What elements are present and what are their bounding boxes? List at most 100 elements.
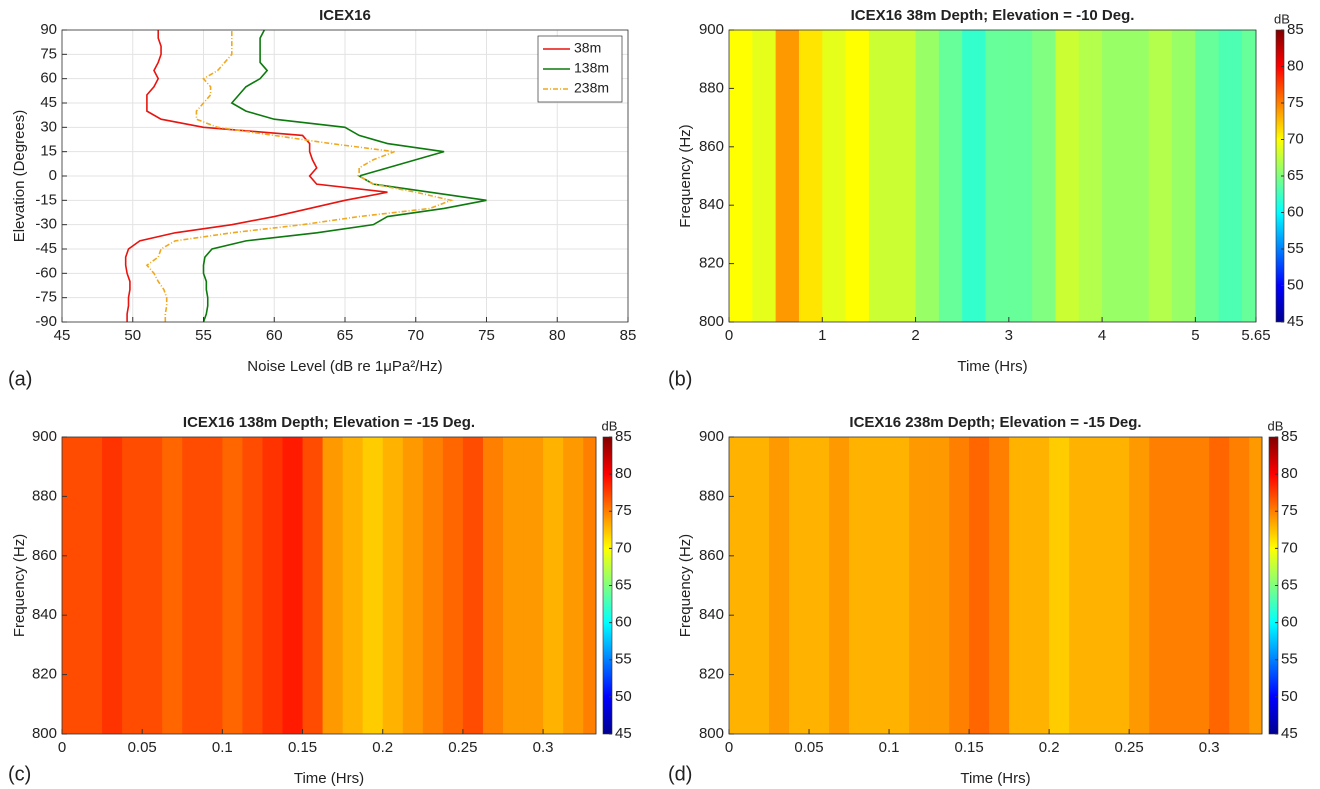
axes-box — [728, 29, 1257, 323]
heatmap-cell — [422, 437, 444, 734]
heatmap-cell — [342, 437, 364, 734]
heatmap-cell — [752, 30, 777, 322]
x-axis-label: Time (Hrs) — [294, 770, 364, 787]
legend-label: 238m — [574, 80, 609, 96]
heatmap-cell — [889, 437, 910, 734]
heatmap-cell — [845, 30, 870, 322]
heatmap-cell — [222, 437, 243, 734]
x-tick-label: 0.15 — [954, 739, 983, 756]
x-tick-label: 85 — [620, 327, 637, 344]
y-tick-label: -90 — [35, 313, 57, 330]
colorbar-tick-label: 55 — [1287, 240, 1304, 257]
heatmap-cell — [242, 437, 263, 734]
y-axis-label: Frequency (Hz) — [11, 534, 28, 637]
colorbar-tick-label: 85 — [1287, 21, 1304, 38]
y-tick-label: 860 — [699, 547, 724, 564]
chart-title: ICEX16 238m Depth; Elevation = -15 Deg. — [849, 414, 1141, 431]
y-tick-label: 860 — [699, 138, 724, 155]
heatmap-cell — [1129, 437, 1150, 734]
x-tick-label: 0.05 — [794, 739, 823, 756]
y-tick-label: 90 — [40, 21, 57, 38]
colorbar-tick-label: 45 — [1287, 313, 1304, 330]
y-tick-label: 900 — [32, 428, 57, 445]
x-axis-label: Noise Level (dB re 1μPa²/Hz) — [247, 358, 442, 375]
heatmap-cell — [142, 437, 163, 734]
y-tick-label: 840 — [32, 606, 57, 623]
heatmap-cell — [1032, 30, 1056, 322]
heatmap-cell — [1125, 30, 1150, 322]
heatmap-cell — [769, 437, 790, 734]
colorbar-tick-label: 60 — [1287, 203, 1304, 220]
colorbar-tick-label: 85 — [615, 428, 632, 445]
x-axis-label: Time (Hrs) — [960, 770, 1030, 787]
y-tick-label: 0 — [49, 167, 57, 184]
y-tick-label: 800 — [699, 313, 724, 330]
heatmap-cell — [869, 437, 890, 734]
y-tick-label: 840 — [699, 196, 724, 213]
legend-label: 138m — [574, 60, 609, 76]
heatmap-cell — [938, 30, 963, 322]
y-tick-label: 60 — [40, 70, 57, 87]
colorbar-unit: dB — [1274, 11, 1290, 26]
y-tick-label: 820 — [32, 666, 57, 683]
heatmap-cell — [1148, 30, 1173, 322]
x-tick-label: 0.25 — [1115, 739, 1144, 756]
heatmap-cell — [502, 437, 524, 734]
heatmap-cell — [849, 437, 870, 734]
colorbar-tick-label: 75 — [615, 502, 632, 519]
colorbar-tick-label: 55 — [1281, 651, 1298, 668]
colorbar-tick-label: 50 — [1281, 688, 1298, 705]
colorbar-tick-label: 80 — [615, 465, 632, 482]
chart-title: ICEX16 38m Depth; Elevation = -10 Deg. — [851, 7, 1135, 24]
x-tick-label: 4 — [1098, 327, 1106, 344]
x-tick-label: 0.3 — [1199, 739, 1220, 756]
y-tick-label: 820 — [699, 666, 724, 683]
heatmap-cell — [1218, 30, 1243, 322]
x-tick-label: 75 — [478, 327, 495, 344]
x-tick-label: 0.1 — [879, 739, 900, 756]
colorbar-tick-label: 60 — [615, 614, 632, 631]
panel-label: (a) — [8, 368, 32, 390]
heatmap-cell — [62, 437, 83, 734]
x-tick-label: 0 — [725, 327, 733, 344]
colorbar-tick-label: 55 — [615, 651, 632, 668]
y-tick-label: 880 — [699, 487, 724, 504]
heatmap-cell — [302, 437, 324, 734]
y-tick-label: 840 — [699, 606, 724, 623]
colorbar-tick-label: 60 — [1281, 614, 1298, 631]
x-tick-label: 60 — [266, 327, 283, 344]
heatmap-cell — [1189, 437, 1210, 734]
y-tick-label: 75 — [40, 45, 57, 62]
colorbar-tick-label: 50 — [1287, 276, 1304, 293]
x-tick-label: 70 — [407, 327, 424, 344]
heatmap-cell — [583, 437, 597, 734]
x-axis-label: Time (Hrs) — [957, 358, 1027, 375]
heatmap-cell — [749, 437, 770, 734]
x-tick-label: 3 — [1005, 327, 1013, 344]
heatmap-cell — [482, 437, 504, 734]
legend-label: 38m — [574, 40, 601, 56]
heatmap-cell — [962, 30, 987, 322]
heatmap-cell — [1242, 30, 1257, 322]
panel-label: (d) — [668, 763, 692, 785]
heatmap-cell — [1169, 437, 1190, 734]
y-tick-label: -30 — [35, 216, 57, 233]
axes-box — [61, 436, 597, 735]
heatmap-cell — [1055, 30, 1080, 322]
x-tick-label: 5.65 — [1241, 327, 1270, 344]
x-tick-label: 55 — [195, 327, 212, 344]
heatmap-cell — [929, 437, 950, 734]
heatmap-cell — [1069, 437, 1090, 734]
heatmap-cell — [1008, 30, 1033, 322]
heatmap-cell — [1209, 437, 1230, 734]
heatmap-cell — [1089, 437, 1110, 734]
colorbar-tick-label: 80 — [1287, 57, 1304, 74]
heatmap-cell — [102, 437, 123, 734]
y-tick-label: 820 — [699, 255, 724, 272]
heatmap-cell — [729, 30, 753, 322]
heatmap-cell — [563, 437, 584, 734]
colorbar-tick-label: 50 — [615, 688, 632, 705]
colorbar-tick-label: 85 — [1281, 428, 1298, 445]
colorbar-tick-label: 75 — [1281, 502, 1298, 519]
